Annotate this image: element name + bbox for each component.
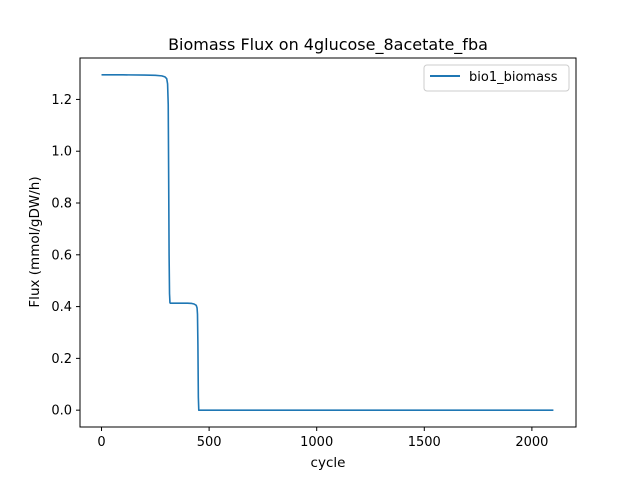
x-tick-label: 2000: [515, 435, 548, 450]
x-tick-label: 0: [97, 435, 105, 450]
y-axis: 0.0 0.2 0.4 0.6 0.8 1.0 1.2: [51, 93, 80, 419]
y-tick-label: 1.2: [51, 93, 72, 108]
legend-series-label: bio1_biomass: [469, 70, 558, 85]
legend: bio1_biomass: [423, 64, 570, 92]
x-axis-label: cycle: [311, 455, 346, 471]
chart-title: Biomass Flux on 4glucose_8acetate_fba: [168, 35, 488, 55]
y-tick-label: 0.0: [51, 404, 72, 419]
y-tick-label: 1.0: [51, 145, 72, 160]
legend-box: [423, 64, 570, 92]
y-tick-label: 0.6: [51, 248, 72, 263]
x-axis: 0 500 1000 1500 2000: [97, 427, 548, 450]
axes-frame: [79, 57, 577, 428]
y-axis-label: Flux (mmol/gDW/h): [27, 176, 43, 307]
plot-area: [101, 74, 554, 411]
x-tick-label: 1500: [408, 435, 441, 450]
x-tick-label: 500: [197, 435, 222, 450]
y-tick-label: 0.2: [51, 352, 72, 367]
series-line-bio1_biomass: [101, 74, 554, 411]
x-tick-label: 1000: [300, 435, 333, 450]
y-tick-label: 0.8: [51, 197, 72, 212]
y-tick-label: 0.4: [51, 300, 72, 315]
